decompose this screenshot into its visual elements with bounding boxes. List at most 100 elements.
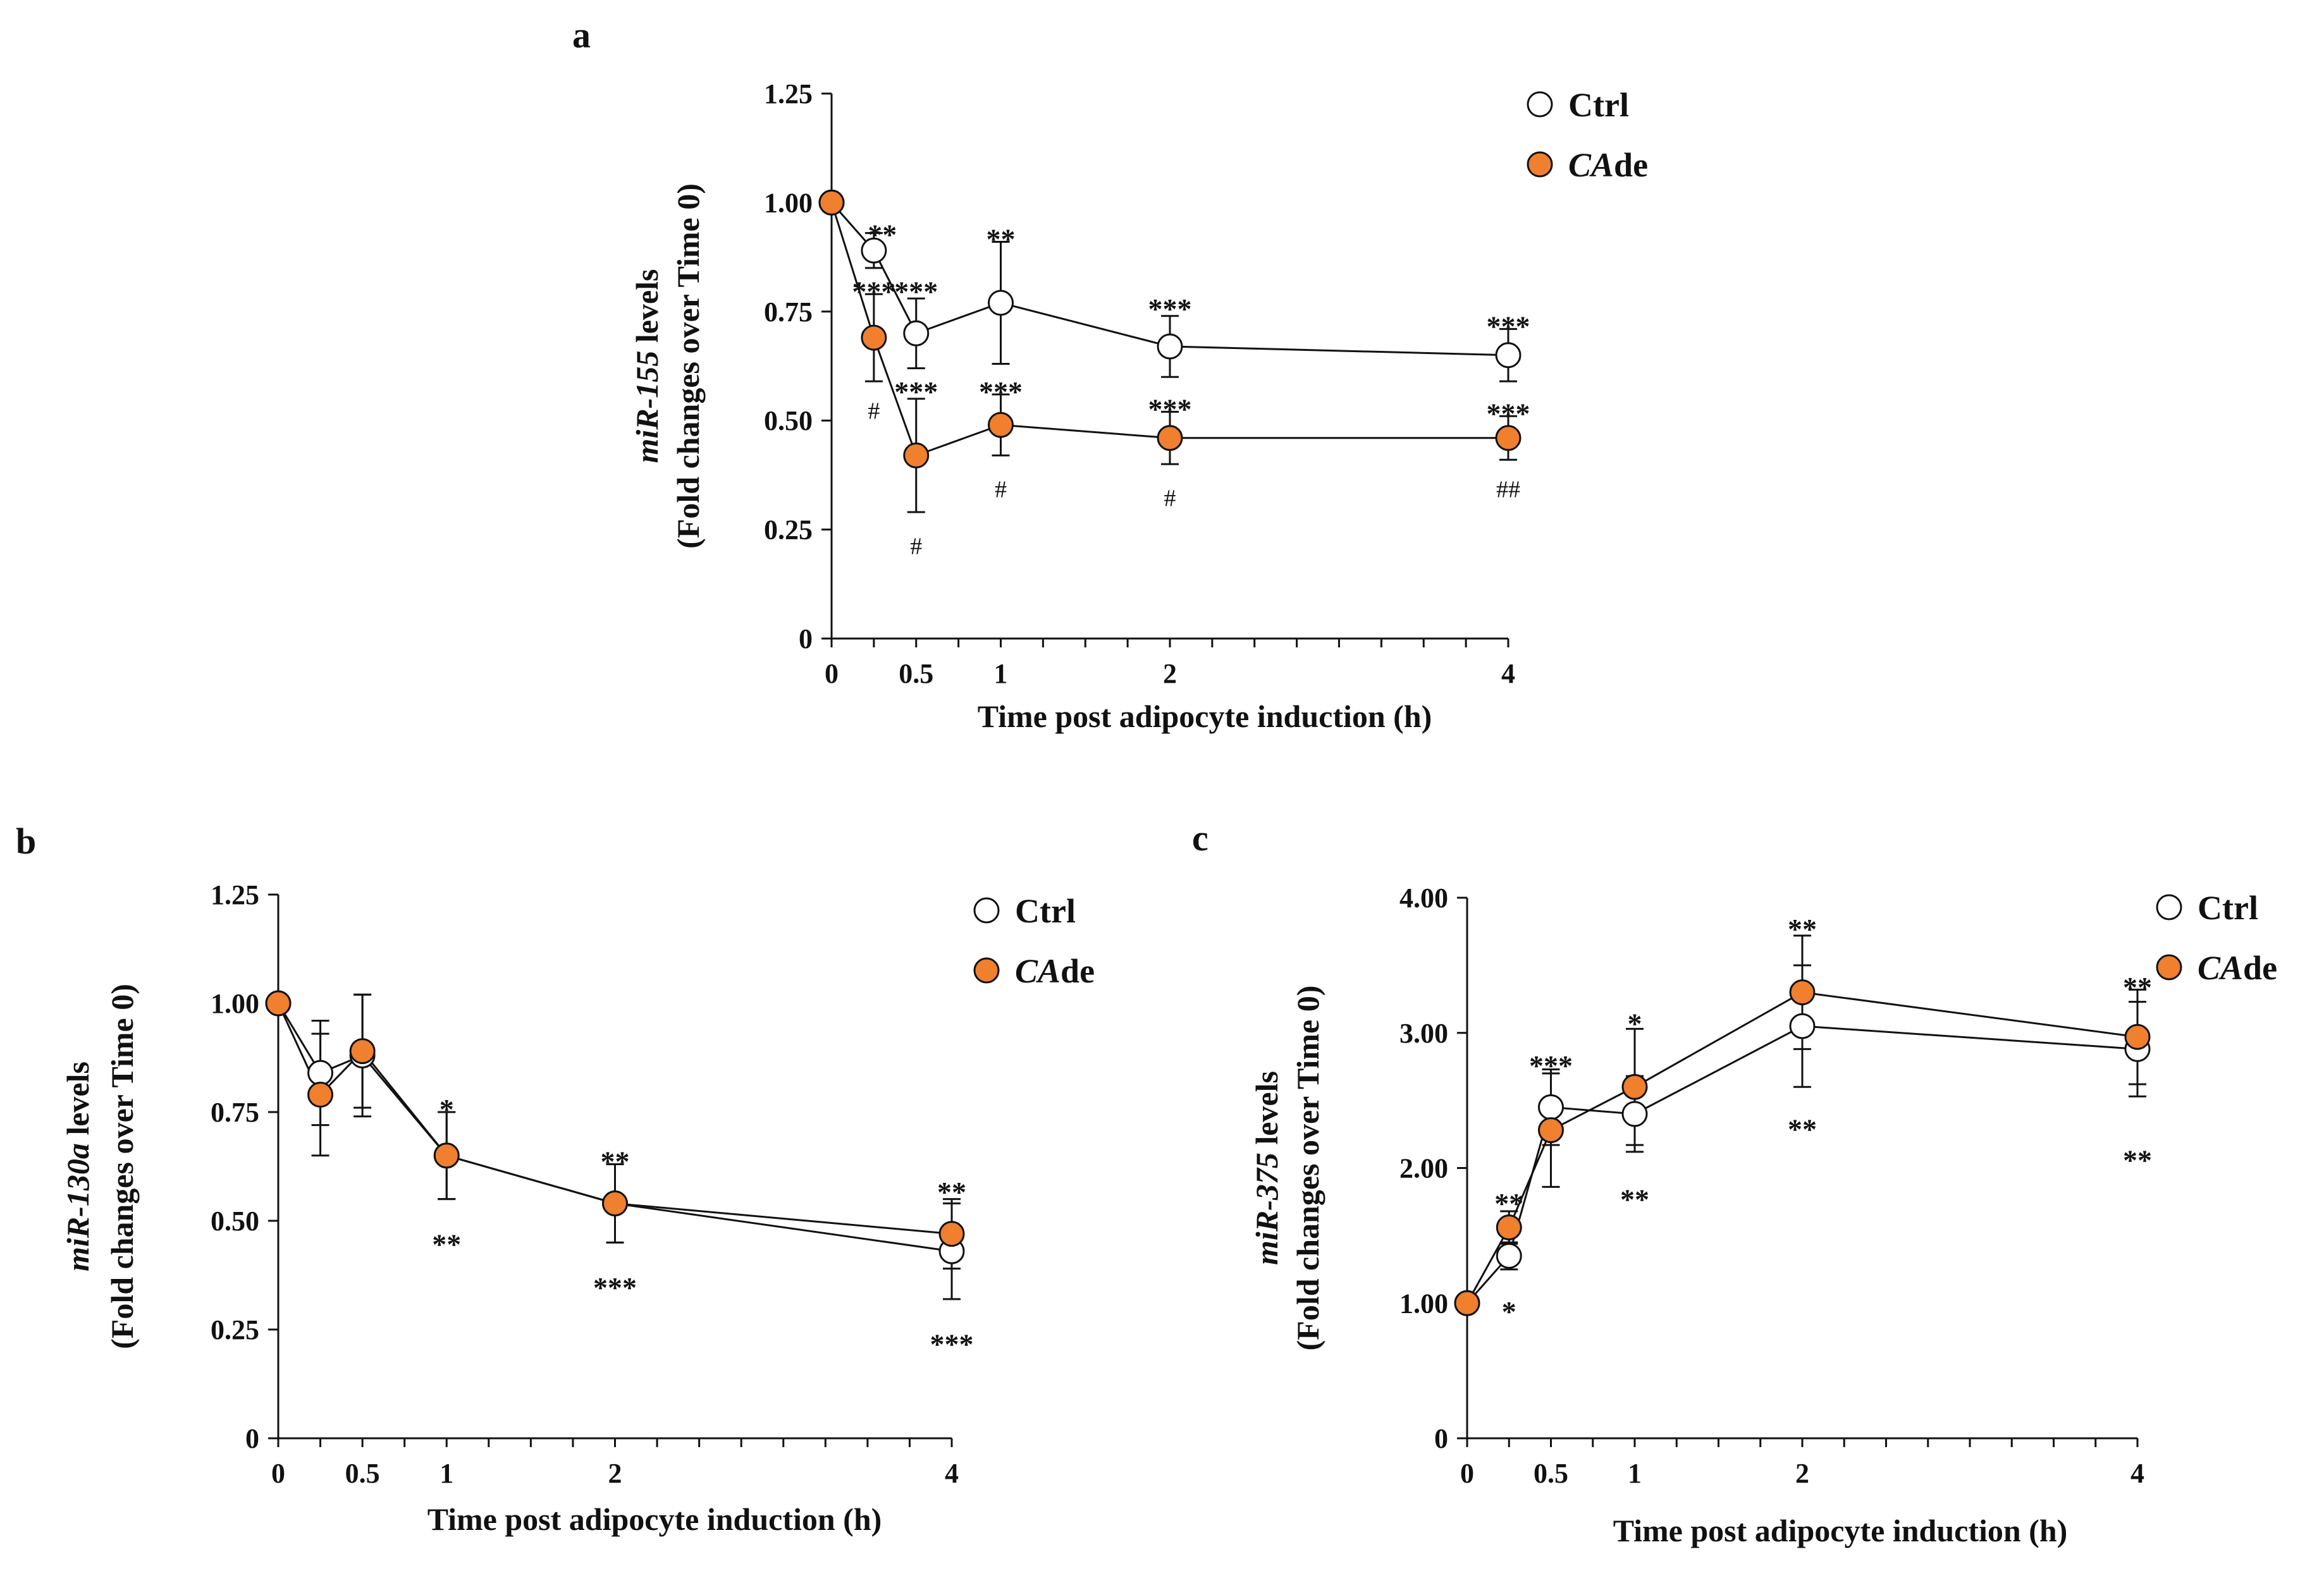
hash-annotation: #	[868, 398, 880, 425]
data-point	[307, 1060, 334, 1086]
data-point	[1157, 333, 1183, 360]
significance-annotation: ***	[593, 1271, 637, 1304]
significance-annotation: ***	[1487, 397, 1530, 429]
y-axis-title: miR-375 levels	[1249, 1071, 1284, 1265]
significance-annotation: ***	[1148, 393, 1192, 425]
data-point	[1621, 1073, 1648, 1100]
significance-annotation: ***	[1529, 1049, 1573, 1082]
x-tick-label: 2	[1163, 658, 1177, 689]
x-tick-label: 4	[2130, 1458, 2144, 1489]
y-axis-title-italic: miR-375	[1249, 1153, 1284, 1265]
x-tick-label: 2	[1795, 1458, 1809, 1489]
x-tick-label: 4	[945, 1458, 959, 1489]
y-axis-title: miR-130a levels	[60, 1061, 95, 1271]
y-tick-label: 0	[1434, 1423, 1448, 1454]
data-point	[903, 320, 930, 346]
y-tick-label: 3.00	[1399, 1018, 1448, 1049]
significance-annotation: **	[1620, 1184, 1649, 1216]
x-tick-label: 1	[440, 1458, 453, 1489]
y-axis-title-italic: miR-130a	[60, 1143, 95, 1271]
y-tick-label: 0	[799, 623, 813, 654]
significance-annotation: **	[937, 1176, 966, 1208]
significance-annotation: *	[1628, 1008, 1642, 1040]
y-axis-title: miR-155 levels	[629, 269, 665, 463]
significance-annotation: ***	[894, 275, 938, 307]
data-point	[433, 1142, 460, 1169]
panel-label: b	[16, 821, 36, 862]
significance-annotation: **	[2123, 1144, 2152, 1177]
data-point	[1496, 1214, 1522, 1241]
y-tick-label: 1.00	[211, 988, 259, 1019]
x-tick-label: 0	[271, 1458, 285, 1489]
y-tick-label: 1.25	[764, 78, 813, 109]
legend-label-rest: de	[1614, 146, 1648, 184]
legend-label-rest: Ctrl	[2198, 889, 2258, 927]
significance-annotation: ***	[894, 376, 938, 408]
y-tick-label: 1.00	[1399, 1288, 1448, 1319]
legend-marker	[2156, 954, 2182, 981]
significance-annotation: **	[2123, 971, 2152, 1003]
x-axis-title: Time post adipocyte induction (h)	[1613, 1513, 2068, 1548]
legend-label-italic: CA	[2198, 949, 2243, 987]
series-cade	[277, 993, 961, 1270]
significance-annotation: **	[601, 1146, 630, 1178]
legend-label-rest: Ctrl	[1568, 86, 1629, 124]
markers-ctrl	[818, 189, 1522, 369]
y-tick-label: 0.25	[211, 1314, 259, 1345]
legend-label-rest: de	[1061, 952, 1095, 990]
y-tick-label: 0	[245, 1423, 259, 1454]
y-axis-title-line2: (Fold changes over Time 0)	[670, 183, 706, 549]
panel-c: c 0 1.00 2.00 3.00 4.00 0 0.5 1 2 4 Time post adipo…	[1192, 817, 2277, 1548]
y-tick-label: 0.75	[764, 297, 813, 327]
data-point	[1789, 979, 1816, 1006]
legend-label: Ctrl	[2198, 889, 2258, 927]
data-point	[2124, 1024, 2151, 1050]
significance-annotation: ***	[930, 1328, 974, 1361]
legend-label: CAde	[2198, 949, 2277, 987]
data-point	[307, 1081, 334, 1108]
y-axis-title-line2: (Fold changes over Time 0)	[1290, 986, 1325, 1351]
data-point	[1789, 1013, 1816, 1039]
data-point	[1495, 425, 1522, 451]
x-axis-title: Time post adipocyte induction (h)	[978, 699, 1432, 734]
data-point	[903, 442, 930, 468]
significance-annotation: **	[987, 223, 1016, 255]
legend-marker	[973, 957, 1000, 984]
data-point	[1621, 1101, 1648, 1127]
y-tick-label: 0.50	[764, 405, 813, 436]
significance-annotation: ***	[1148, 293, 1192, 325]
significance-annotation: **	[868, 219, 897, 251]
significance-annotation: **	[1788, 1113, 1817, 1145]
legend-marker	[1527, 151, 1553, 178]
x-tick-label: 0	[825, 658, 839, 689]
x-axis-title: Time post adipocyte induction (h)	[427, 1502, 882, 1537]
x-tick-label: 0	[1460, 1458, 1474, 1489]
hash-annotation: #	[1164, 485, 1176, 511]
legend-label: CAde	[1015, 952, 1095, 990]
series-line	[830, 202, 1508, 457]
legend-marker	[1527, 91, 1553, 118]
legend-label-italic: CA	[1568, 146, 1614, 184]
markers-cade	[1454, 979, 2151, 1316]
significance-annotation: **	[1788, 913, 1817, 945]
significance-annotation: **	[432, 1228, 461, 1260]
x-tick-label: 0.5	[1534, 1458, 1568, 1489]
x-tick-label: 1	[994, 658, 1008, 689]
legend-label: Ctrl	[1015, 892, 1076, 930]
markers-cade	[265, 990, 965, 1247]
data-point	[988, 412, 1014, 438]
y-axis-title-italic: miR-155	[629, 351, 665, 463]
y-tick-label: 1.00	[764, 187, 813, 218]
panel-a: a 0 0.25 0.50 0.75 1.00 1.25 0 0.5 1 2 4 Time post a…	[572, 15, 1648, 734]
x-tick-label: 4	[1501, 658, 1515, 689]
legend-label-rest: Ctrl	[1015, 892, 1076, 930]
panel-label: a	[572, 15, 591, 56]
data-point	[265, 990, 292, 1017]
data-point	[861, 237, 887, 264]
legend-label: Ctrl	[1568, 86, 1629, 124]
data-point	[818, 189, 845, 216]
panel-label: c	[1192, 817, 1208, 859]
data-point	[349, 1038, 376, 1065]
data-point	[1538, 1094, 1564, 1120]
